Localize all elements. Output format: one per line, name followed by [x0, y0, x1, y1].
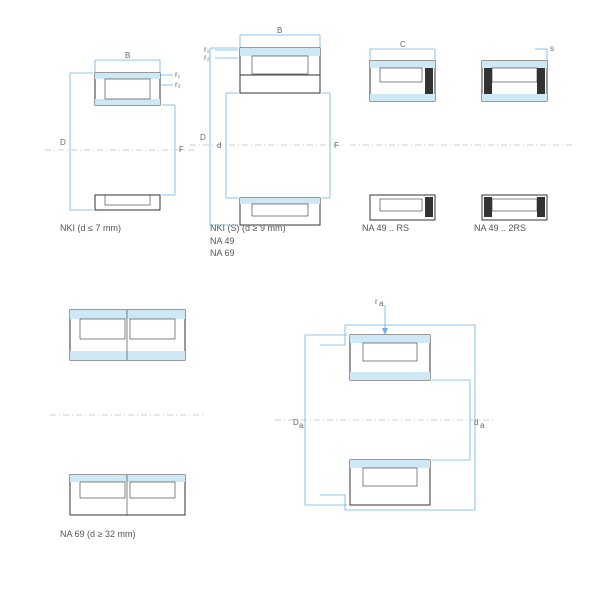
caption-text: NA 49 [210, 236, 235, 246]
dim-r2: r₂ [175, 80, 181, 89]
caption-text: NKI (d ≤ 7 mm) [60, 223, 121, 233]
figure-mounting: D a d a r a [275, 300, 495, 520]
dim-da-inner-sub: a [480, 421, 485, 430]
figure-na49-rs-caption: NA 49 .. RS [362, 222, 409, 235]
figure-nki-large: B D d F r₁ r₂ [190, 30, 345, 225]
figure-nki-small-caption: NKI (d ≤ 7 mm) [60, 222, 121, 235]
figure-na49-2rs: s [462, 45, 572, 220]
dim-b: B [277, 26, 282, 35]
dim-r1: r₁ [175, 70, 181, 79]
dim-s: s [550, 44, 554, 53]
figure-mounting-svg: D a d a r a [275, 300, 495, 520]
figure-nki-large-svg: B D d F r₁ r₂ [190, 30, 345, 225]
figure-nki-small: B D F r₁ r₂ [45, 55, 195, 210]
caption-text: NA 69 (d ≥ 32 mm) [60, 529, 135, 539]
figure-na49-2rs-svg: s [462, 45, 572, 220]
dim-da-inner: d [474, 418, 478, 427]
figure-na49-2rs-caption: NA 49 .. 2RS [474, 222, 526, 235]
dim-d: D [60, 138, 66, 147]
dim-f: F [334, 141, 339, 150]
caption-text: NKI (S) (d ≥ 9 mm) [210, 223, 285, 233]
figure-na69-large-svg [50, 300, 205, 520]
dim-ra: r [375, 297, 378, 306]
figure-na49-rs-svg: C [350, 45, 460, 220]
figure-nki-large-caption: NKI (S) (d ≥ 9 mm) NA 49 NA 69 [210, 222, 285, 260]
svg-text:a: a [379, 299, 384, 308]
dim-b: B [125, 51, 130, 60]
dim-d-inner: d [217, 141, 221, 150]
dim-f: F [179, 145, 184, 154]
diagram-page: B D F r₁ r₂ NKI (d ≤ 7 mm) [0, 0, 600, 600]
figure-nki-small-svg: B D F r₁ r₂ [45, 55, 195, 210]
dim-d: D [200, 133, 206, 142]
figure-na69-large-caption: NA 69 (d ≥ 32 mm) [60, 528, 135, 541]
caption-text: NA 69 [210, 248, 235, 258]
figure-na69-large [50, 300, 205, 520]
dim-r2: r₂ [204, 53, 210, 62]
figure-na49-rs: C [350, 45, 460, 220]
dim-da-outer-sub: a [299, 421, 304, 430]
caption-text: NA 49 .. RS [362, 223, 409, 233]
caption-text: NA 49 .. 2RS [474, 223, 526, 233]
dim-c: C [400, 40, 406, 49]
